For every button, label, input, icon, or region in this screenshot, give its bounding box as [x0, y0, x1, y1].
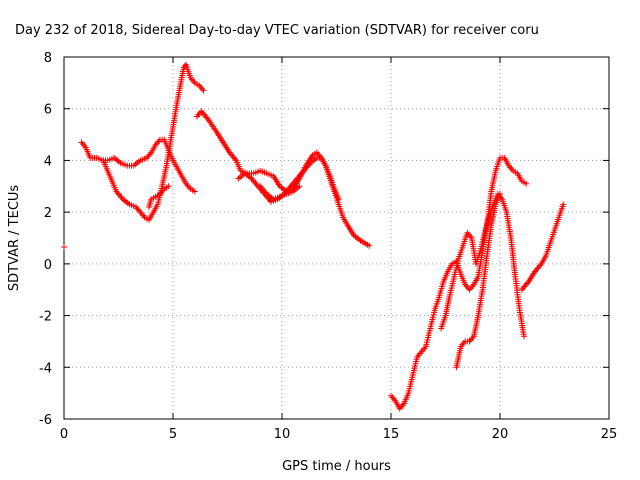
data-point	[200, 87, 207, 94]
y-tick-label: 4	[44, 154, 52, 169]
x-tick-label: 20	[492, 427, 509, 442]
data-point	[191, 188, 198, 195]
series-arc-f	[257, 183, 303, 203]
series-arc-i	[453, 191, 503, 371]
data-point	[520, 333, 527, 340]
data-point	[560, 201, 567, 208]
data-point	[523, 180, 530, 187]
data-point	[366, 242, 373, 249]
y-tick-label: 6	[44, 103, 52, 118]
data-point	[165, 183, 172, 190]
plot-frame	[63, 56, 610, 420]
x-axis-label: GPS time / hours	[282, 459, 391, 474]
series-arc-j	[518, 201, 567, 293]
x-tick-label: 0	[60, 427, 68, 442]
tick-layer: 0 5 10 15 20 25 -6 -4 -2 0 2 4 6 8	[39, 51, 617, 442]
series-arc-c	[146, 183, 172, 210]
x-tick-label: 15	[383, 427, 400, 442]
y-tick-label: -6	[39, 413, 52, 428]
series-layer	[61, 61, 567, 412]
y-tick-label: 0	[44, 258, 52, 273]
data-point	[61, 244, 67, 251]
data-point	[497, 191, 503, 198]
y-tick-label: -4	[39, 361, 52, 376]
grid-layer	[64, 57, 609, 419]
x-tick-label: 10	[274, 427, 291, 442]
series-arc-h	[438, 191, 527, 340]
series-isolated-point	[61, 244, 67, 251]
data-point	[296, 183, 303, 190]
x-tick-label: 25	[601, 427, 618, 442]
y-axis-label: SDTVAR / TECUs	[7, 185, 22, 292]
y-tick-label: -2	[39, 310, 52, 325]
data-point	[335, 196, 342, 203]
x-tick-label: 5	[169, 427, 177, 442]
y-tick-label: 2	[44, 206, 52, 221]
series-arc-b	[100, 61, 207, 223]
chart-title: Day 232 of 2018, Sidereal Day-to-day VTE…	[15, 23, 539, 38]
series-arc-a	[78, 136, 198, 195]
y-tick-label: 8	[44, 51, 52, 66]
